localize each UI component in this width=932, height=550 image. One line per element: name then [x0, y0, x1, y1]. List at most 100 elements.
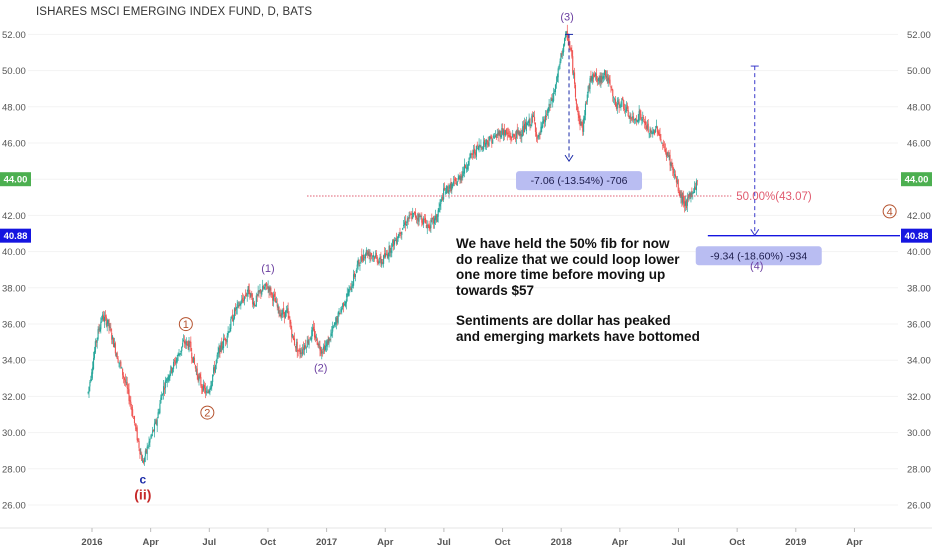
candle-body — [267, 286, 269, 288]
candle-body — [691, 190, 693, 192]
candle-body — [385, 253, 387, 255]
candle-body — [617, 100, 619, 102]
candle-body — [224, 338, 226, 342]
candle-body — [257, 291, 259, 296]
candle-body — [270, 287, 272, 295]
candle-body — [317, 343, 319, 347]
candle-body — [293, 335, 295, 340]
candle-body — [366, 250, 368, 256]
candle-body — [487, 141, 489, 145]
candle-body — [193, 357, 196, 365]
wave-label-circle — [178, 317, 193, 332]
y-tick-label-left: 50.00 — [2, 66, 26, 77]
candle-body — [508, 134, 510, 137]
candle-body — [376, 256, 378, 263]
candle-body — [206, 391, 208, 393]
candle-body — [283, 307, 285, 314]
candle-body — [469, 153, 471, 158]
candle-body — [332, 326, 334, 332]
candle-body — [538, 133, 540, 137]
candle-body — [463, 171, 465, 173]
candle-body — [653, 129, 655, 134]
candle-body — [164, 380, 166, 389]
candle-body — [492, 139, 494, 144]
candle-body — [443, 188, 445, 200]
candle-body — [304, 345, 306, 348]
candle-body — [651, 132, 653, 134]
note-line: We have held the 50% fib for now — [456, 236, 670, 251]
candle-body — [573, 73, 575, 76]
candle-body — [323, 346, 325, 350]
candle-body — [415, 216, 417, 219]
candle-body — [619, 105, 621, 107]
candle-body — [153, 429, 155, 431]
candle-body — [122, 368, 124, 376]
candle-body — [389, 245, 391, 253]
candle-body — [335, 317, 337, 325]
candle-body — [570, 47, 572, 52]
candle-body — [574, 84, 577, 98]
candle-body — [235, 307, 237, 310]
candle-body — [625, 107, 627, 112]
candle-body — [567, 39, 569, 41]
candle-body — [500, 135, 502, 138]
candle-body — [381, 262, 383, 266]
candle-body — [379, 257, 381, 260]
candle-body — [163, 387, 166, 390]
measure-label: -7.06 (-13.54%) -706 — [531, 175, 628, 187]
wave-label-circle — [200, 405, 215, 420]
x-tick-label: Apr — [846, 537, 863, 548]
candle-body — [494, 135, 497, 138]
candle-body — [92, 367, 94, 374]
candle-body — [480, 145, 482, 148]
candle-body — [247, 286, 249, 292]
candle-body — [526, 122, 528, 125]
candle-body — [442, 197, 444, 200]
candle-body — [665, 152, 667, 157]
candle-body — [428, 223, 430, 229]
candle-body — [624, 109, 626, 110]
candle-body — [402, 228, 404, 230]
candle-body — [392, 240, 394, 244]
candle-body — [244, 294, 246, 297]
candle-body — [656, 126, 658, 132]
candle-body — [608, 77, 610, 81]
candle-body — [645, 125, 647, 130]
candle-body — [629, 115, 631, 119]
candle-body — [363, 256, 366, 258]
candle-body — [470, 153, 472, 155]
candle-body — [126, 381, 128, 388]
candle-body — [173, 360, 176, 362]
candle-body — [397, 236, 399, 239]
candle-body — [409, 215, 411, 216]
x-tick-label: Oct — [729, 537, 746, 548]
candle-body — [501, 128, 503, 136]
candle-body — [452, 184, 454, 186]
candle-body — [324, 346, 326, 351]
candle-body — [258, 290, 260, 293]
candle-body — [113, 343, 116, 348]
candle-body — [504, 130, 507, 136]
candle-body — [256, 295, 258, 297]
chart-title: ISHARES MSCI EMERGING INDEX FUND, D, BAT… — [36, 6, 313, 18]
candle-body — [171, 367, 173, 372]
candle-body — [325, 344, 327, 347]
candle-body — [527, 124, 529, 126]
candle-body — [302, 349, 304, 355]
candle-body — [498, 131, 500, 135]
candle-body — [133, 416, 136, 423]
candle-body — [499, 130, 501, 138]
candle-body — [524, 121, 527, 129]
candle-body — [350, 288, 352, 290]
candle-body — [369, 254, 371, 257]
candle-body — [345, 299, 347, 304]
candle-body — [422, 220, 424, 225]
candle-body — [434, 215, 436, 220]
y-tick-label-left: 40.00 — [2, 247, 26, 258]
candle-body — [564, 34, 567, 39]
candle-body — [262, 285, 264, 292]
candle-body — [478, 144, 480, 150]
x-tick-label: Jul — [202, 537, 216, 548]
candle-body — [207, 391, 209, 393]
